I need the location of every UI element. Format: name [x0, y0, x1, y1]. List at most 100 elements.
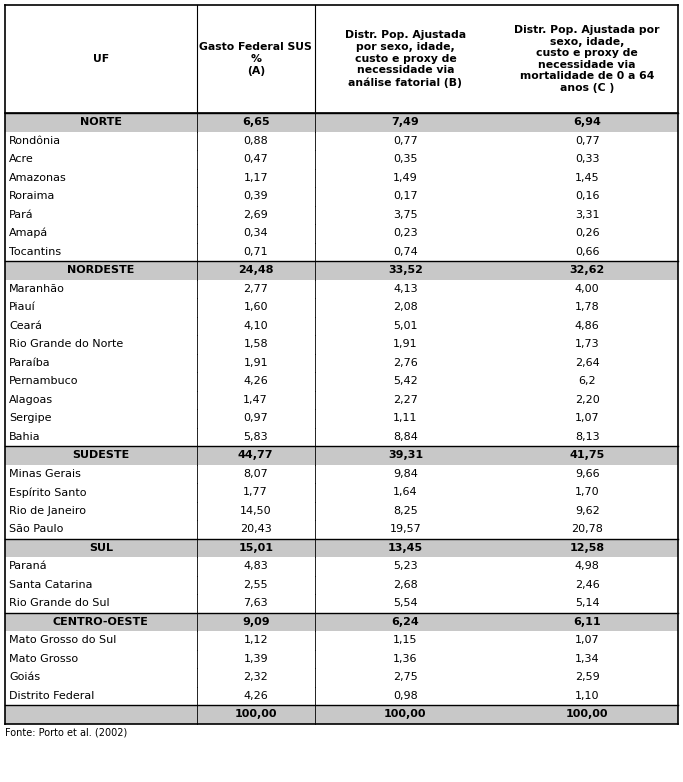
Text: 2,08: 2,08	[393, 303, 418, 312]
Bar	[5, 261, 678, 279]
Text: 3,31: 3,31	[575, 210, 600, 220]
Text: Bahia: Bahia	[9, 432, 40, 442]
Bar	[5, 372, 678, 390]
Text: 33,52: 33,52	[388, 265, 423, 275]
Text: UF: UF	[93, 54, 109, 64]
Text: 1,34: 1,34	[575, 654, 600, 664]
Text: Paraíba: Paraíba	[9, 357, 51, 368]
Text: 19,57: 19,57	[389, 524, 421, 534]
Text: 20,78: 20,78	[571, 524, 603, 534]
Text: SUL: SUL	[89, 543, 113, 553]
Text: 3,75: 3,75	[393, 210, 418, 220]
Text: 32,62: 32,62	[570, 265, 604, 275]
Bar	[5, 594, 678, 612]
Text: Minas Gerais: Minas Gerais	[9, 468, 81, 479]
Text: 39,31: 39,31	[388, 450, 423, 461]
Text: 4,00: 4,00	[575, 284, 600, 294]
Text: 2,77: 2,77	[243, 284, 268, 294]
Text: 0,26: 0,26	[575, 228, 600, 239]
Bar	[5, 520, 678, 539]
Bar	[5, 483, 678, 501]
Text: Ceará: Ceará	[9, 321, 42, 331]
Text: 2,59: 2,59	[575, 673, 600, 682]
Text: 1,36: 1,36	[393, 654, 418, 664]
Text: 9,09: 9,09	[242, 617, 270, 626]
Text: 2,27: 2,27	[393, 395, 418, 405]
Bar	[5, 631, 678, 650]
Text: Santa Catarina: Santa Catarina	[9, 579, 92, 590]
Text: 0,88: 0,88	[243, 136, 268, 145]
Text: Amazonas: Amazonas	[9, 173, 67, 183]
Text: 14,50: 14,50	[240, 506, 272, 516]
Text: NORTE: NORTE	[80, 117, 122, 127]
Bar	[5, 279, 678, 298]
Text: 2,64: 2,64	[575, 357, 600, 368]
Bar	[5, 465, 678, 483]
Bar	[5, 224, 678, 242]
Text: 4,10: 4,10	[243, 321, 268, 331]
Bar	[5, 612, 678, 631]
Bar	[5, 705, 678, 723]
Text: 4,13: 4,13	[393, 284, 418, 294]
Text: 1,58: 1,58	[243, 339, 268, 350]
Text: Rio Grande do Sul: Rio Grande do Sul	[9, 598, 110, 608]
Bar	[5, 687, 678, 705]
Bar	[5, 187, 678, 206]
Text: 7,49: 7,49	[391, 117, 419, 127]
Text: 13,45: 13,45	[388, 543, 423, 553]
Text: 1,91: 1,91	[243, 357, 268, 368]
Text: Distr. Pop. Ajustada por
sexo, idade,
custo e proxy de
necessidade via
mortalida: Distr. Pop. Ajustada por sexo, idade, cu…	[514, 25, 660, 93]
Text: 5,83: 5,83	[243, 432, 268, 442]
Text: 0,33: 0,33	[575, 154, 600, 164]
Text: Pará: Pará	[9, 210, 33, 220]
Text: Roraima: Roraima	[9, 192, 55, 201]
Text: Rio de Janeiro: Rio de Janeiro	[9, 506, 86, 516]
Bar	[5, 539, 678, 557]
Text: 1,60: 1,60	[243, 303, 268, 312]
Text: 1,39: 1,39	[243, 654, 268, 664]
Text: 1,45: 1,45	[575, 173, 600, 183]
Text: 12,58: 12,58	[570, 543, 604, 553]
Text: 100,00: 100,00	[566, 709, 609, 719]
Text: Maranhão: Maranhão	[9, 284, 65, 294]
Text: 9,62: 9,62	[575, 506, 600, 516]
Text: 2,55: 2,55	[243, 579, 268, 590]
Text: 4,86: 4,86	[575, 321, 600, 331]
Text: 0,39: 0,39	[243, 192, 268, 201]
Text: 8,13: 8,13	[575, 432, 600, 442]
Text: 1,07: 1,07	[575, 413, 600, 423]
Text: Mato Grosso: Mato Grosso	[9, 654, 78, 664]
Text: 2,76: 2,76	[393, 357, 418, 368]
Text: 6,11: 6,11	[573, 617, 601, 626]
Bar	[5, 501, 678, 520]
Text: 4,98: 4,98	[574, 561, 600, 571]
Text: 1,77: 1,77	[243, 487, 268, 497]
Text: 1,10: 1,10	[575, 691, 600, 701]
Text: 5,42: 5,42	[393, 376, 418, 386]
Bar	[5, 446, 678, 465]
Text: 5,14: 5,14	[575, 598, 600, 608]
Text: 7,63: 7,63	[243, 598, 268, 608]
Text: 1,47: 1,47	[243, 395, 268, 405]
Text: Piauí: Piauí	[9, 303, 36, 312]
Text: Distrito Federal: Distrito Federal	[9, 691, 94, 701]
Text: 4,83: 4,83	[243, 561, 268, 571]
Text: 20,43: 20,43	[240, 524, 272, 534]
Text: 1,15: 1,15	[393, 635, 418, 645]
Text: São Paulo: São Paulo	[9, 524, 64, 534]
Bar	[5, 131, 678, 150]
Text: 1,07: 1,07	[575, 635, 600, 645]
Text: 1,64: 1,64	[393, 487, 418, 497]
Bar	[5, 150, 678, 168]
Text: Mato Grosso do Sul: Mato Grosso do Sul	[9, 635, 116, 645]
Text: Rio Grande do Norte: Rio Grande do Norte	[9, 339, 123, 350]
Text: 15,01: 15,01	[238, 543, 273, 553]
Text: 2,46: 2,46	[575, 579, 600, 590]
Text: Fonte: Porto et al. (2002): Fonte: Porto et al. (2002)	[5, 727, 127, 737]
Text: 8,25: 8,25	[393, 506, 418, 516]
Text: 2,75: 2,75	[393, 673, 418, 682]
Text: 6,65: 6,65	[242, 117, 270, 127]
Text: 9,66: 9,66	[575, 468, 600, 479]
Text: 5,01: 5,01	[393, 321, 418, 331]
Text: 0,97: 0,97	[243, 413, 268, 423]
